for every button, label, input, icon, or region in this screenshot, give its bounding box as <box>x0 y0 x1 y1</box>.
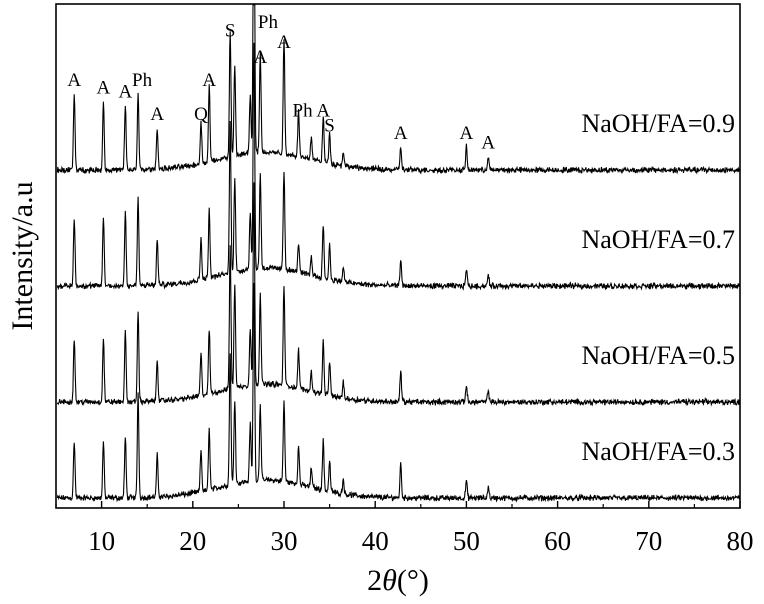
peak-label-11: Ph <box>258 12 279 33</box>
series-line-4 <box>56 4 741 175</box>
x-tick-label-50: 50 <box>453 526 480 556</box>
peak-label-12: A <box>253 47 267 68</box>
series-label-layer: NaOH/FA=0.3 NaOH/FA=0.5 NaOH/FA=0.7 NaOH/FA… <box>581 109 735 466</box>
peak-label-6: Q <box>194 104 208 125</box>
peak-label-5: A <box>150 104 164 125</box>
peak-label-1: A <box>67 70 81 91</box>
peak-label-21: A <box>481 133 495 154</box>
x-tick-label-70: 70 <box>635 526 662 556</box>
x-axis-label-prefix: 2 <box>367 564 382 597</box>
y-axis-label: Intensity/a.u <box>6 181 39 330</box>
peak-label-13: A <box>277 32 291 53</box>
series-line-3 <box>56 42 741 291</box>
x-tick-label-10: 10 <box>88 526 115 556</box>
x-axis-label: 2θ(°) <box>367 564 429 597</box>
peak-label-19: A <box>394 123 408 144</box>
x-axis-label-unit: (°) <box>397 564 429 597</box>
x-axis-ticks: 10 20 30 40 50 60 70 80 <box>55 501 754 556</box>
plot-frame <box>55 3 741 509</box>
x-tick-label-30: 30 <box>271 526 298 556</box>
x-tick-label-40: 40 <box>362 526 389 556</box>
series-label-2: NaOH/FA=0.5 <box>581 341 735 370</box>
series-layer <box>56 4 741 503</box>
peak-label-4: Ph <box>132 70 153 91</box>
peak-label-14: Ph <box>293 100 314 121</box>
series-line-1 <box>56 282 741 503</box>
series-label-4: NaOH/FA=0.9 <box>581 109 735 138</box>
peak-label-8: S <box>225 21 236 42</box>
series-label-3: NaOH/FA=0.7 <box>581 225 735 254</box>
series-label-1: NaOH/FA=0.3 <box>581 437 735 466</box>
peak-label-16: A <box>316 100 330 121</box>
peak-label-20: A <box>460 123 474 144</box>
x-axis-label-theta: θ <box>382 564 397 597</box>
x-tick-label-80: 80 <box>727 526 754 556</box>
peak-label-2: A <box>97 78 111 99</box>
peak-label-3: A <box>118 81 132 102</box>
x-tick-label-20: 20 <box>179 526 206 556</box>
peak-label-17: S <box>324 116 335 137</box>
series-line-2 <box>56 182 741 407</box>
peak-label-7: A <box>202 70 216 91</box>
x-tick-label-60: 60 <box>544 526 571 556</box>
